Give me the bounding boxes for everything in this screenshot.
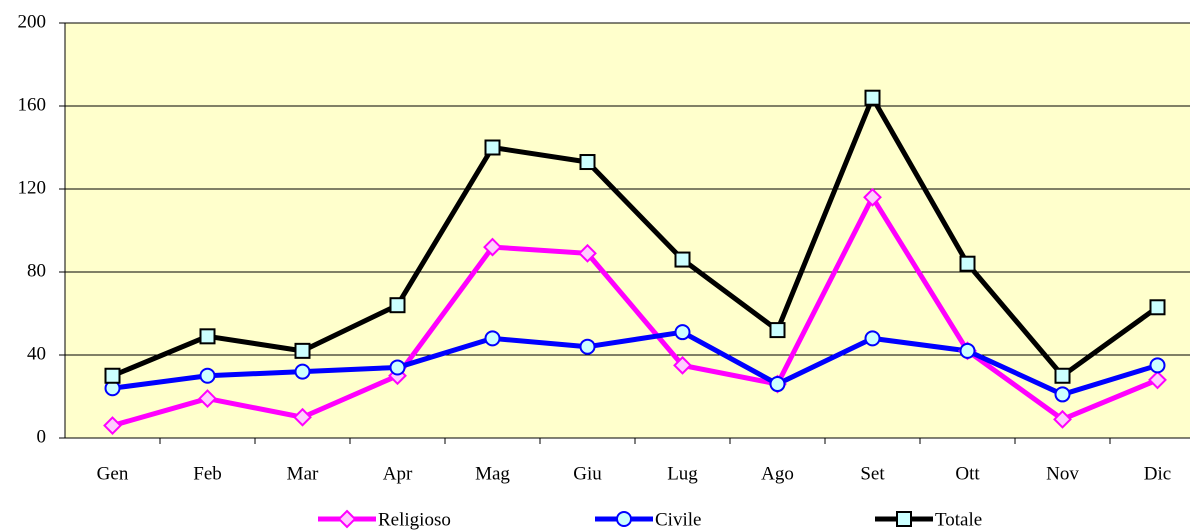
data-point (294, 363, 311, 380)
data-point (484, 330, 501, 347)
data-point (1149, 299, 1166, 316)
x-tick-label: Dic (1144, 463, 1171, 484)
legend-marker (616, 511, 632, 527)
data-point (1054, 367, 1071, 384)
data-point (293, 407, 312, 427)
x-tick-label: Lug (667, 463, 698, 484)
data-point (769, 376, 786, 393)
data-point (959, 255, 976, 272)
x-tick-label: Feb (193, 463, 222, 484)
x-tick-label: Apr (383, 463, 413, 484)
data-point (198, 389, 217, 408)
data-point (1149, 357, 1166, 374)
series-line (112, 329, 1159, 397)
x-tick-label: Giu (573, 463, 602, 484)
y-tick-label: 200 (18, 11, 47, 32)
legend-marker (896, 511, 912, 527)
y-tick-label: 40 (27, 343, 46, 364)
series-line (111, 194, 1159, 428)
data-point (864, 89, 881, 106)
data-point (389, 297, 406, 314)
data-point (674, 324, 691, 341)
legend-label: Totale (935, 509, 982, 530)
y-tick-label: 160 (18, 94, 47, 115)
data-point (578, 243, 597, 263)
series-line (111, 95, 1159, 379)
data-point (389, 359, 406, 376)
x-tick-label: Mar (287, 463, 319, 484)
data-point (579, 338, 596, 355)
data-point (1054, 386, 1071, 403)
data-point (199, 367, 216, 384)
data-point (673, 355, 692, 375)
data-point (483, 237, 502, 257)
data-point (484, 139, 501, 156)
legend-label: Religioso (378, 509, 451, 530)
data-point (864, 330, 881, 347)
x-tick-label: Gen (97, 463, 129, 484)
data-point (769, 322, 786, 339)
y-tick-label: 120 (18, 177, 47, 198)
x-tick-label: Ott (955, 463, 980, 484)
y-tick-label: 0 (37, 426, 47, 447)
y-tick-label: 80 (27, 260, 46, 281)
x-tick-label: Ago (761, 463, 794, 484)
data-point (579, 154, 596, 171)
data-point (199, 328, 216, 345)
data-point (294, 342, 311, 359)
data-point (103, 416, 122, 435)
data-point (674, 251, 691, 268)
data-point (863, 187, 882, 207)
x-tick-label: Nov (1046, 463, 1079, 484)
data-point (1053, 409, 1072, 429)
data-point (959, 342, 976, 359)
x-tick-label: Mag (475, 463, 510, 484)
data-point (1148, 370, 1167, 390)
x-tick-label: Set (860, 463, 885, 484)
legend-label: Civile (655, 509, 701, 530)
data-point (104, 367, 121, 384)
legend-marker (337, 509, 357, 529)
